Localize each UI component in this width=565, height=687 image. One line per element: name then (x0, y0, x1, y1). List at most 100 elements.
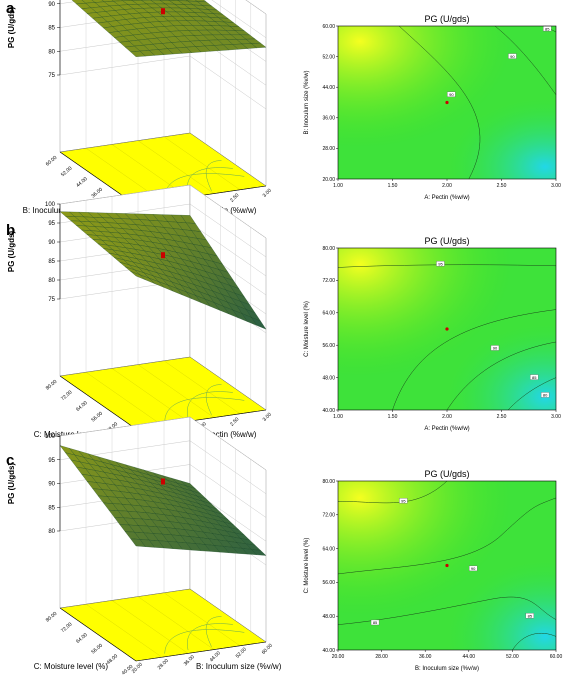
x-axis-title: A: Pectin (%w/w) (424, 426, 469, 432)
x-tick-label: 36.00 (419, 654, 432, 660)
floor-gridline (85, 372, 163, 426)
x-tick-label: 3.00 (551, 183, 561, 189)
contour-label-box (399, 498, 408, 504)
x-tick-label: 1.50 (388, 183, 398, 189)
y-tick-label: 64.00 (322, 311, 335, 317)
contour-title: PG (U/gds) (424, 469, 469, 479)
floor-gridline (111, 368, 189, 422)
contour-label-box (370, 619, 380, 626)
surface-patch (130, 50, 146, 57)
panel-letter-b: b (6, 222, 16, 239)
x-tick-label: 1.50 (388, 414, 398, 420)
y-tick-label: 40.00 (322, 408, 335, 414)
design-point-marker (445, 100, 449, 105)
z-tick-label: 90 (48, 2, 55, 8)
floor-contour (205, 616, 222, 647)
y-axis-title: C: Moisture level (%) (304, 538, 310, 594)
floor-gridline (137, 140, 215, 194)
contour-line (337, 497, 557, 575)
contour-label: 85 (528, 613, 533, 618)
contour-label: 90 (471, 566, 476, 571)
z-tick-label: 80 (48, 278, 55, 284)
x-tick-label: 3.00 (262, 188, 273, 199)
x-tick-label: 36.00 (183, 654, 196, 667)
contour-line (392, 309, 557, 411)
design-point-marker (161, 478, 165, 485)
y-tick-label: 36.00 (90, 187, 104, 200)
z-axis-title: PG (U/gds) (7, 463, 16, 505)
floor-gridline (163, 592, 241, 646)
wall-gridline (59, 55, 267, 110)
x-tick-label: 2.00 (442, 183, 452, 189)
y-tick-label: 80.00 (45, 611, 59, 624)
y-axis-line (59, 607, 137, 662)
contour-line (337, 264, 557, 268)
contour-title: PG (U/gds) (424, 14, 469, 24)
y-tick-label: 44.00 (322, 85, 335, 91)
y-tick-label: 56.00 (90, 411, 104, 424)
design-point-marker (161, 252, 165, 259)
contour-plot-a: 90 90 85 PG (U/gds) 1.00 1.50 2.00 2.50 3.00 A: P… (304, 14, 561, 201)
x-tick-label: 52.00 (235, 646, 248, 659)
x-axis-title: A: Pectin (%w/w) (424, 195, 469, 201)
contour-label: 85 (532, 375, 537, 380)
z-tick-label: 75 (48, 73, 55, 79)
contour-label-box (540, 392, 550, 398)
panel-letter-c: c (6, 452, 15, 469)
y-tick-label: 64.00 (322, 546, 335, 552)
y-tick-label: 72.00 (60, 389, 74, 402)
surface-plot-a: 7580859095PG (U/gds)1.001.502.002.503.00… (7, 0, 273, 221)
z-tick-label: 85 (48, 505, 55, 511)
contour-label-box (508, 53, 517, 59)
x-tick-label: 2.50 (497, 183, 507, 189)
x-tick-label: 2.00 (442, 414, 452, 420)
contour-plot-c: 95 90 85 85 PG (U/gds) 20.00 28.00 36.00 44.00 52… (304, 469, 562, 672)
contour-label: 90 (449, 92, 454, 97)
panel-letter-a: a (6, 0, 15, 17)
contour-plot-b: 95 90 85 80 PG (U/gds) 1.00 1.50 2.00 2.50 3.00 A:… (304, 236, 561, 432)
contour-label: 90 (510, 54, 515, 59)
z-axis-title: PG (U/gds) (7, 7, 16, 49)
x-tick-label: 28.00 (157, 658, 170, 671)
floor-contour (205, 160, 222, 191)
x-tick-label: 60.00 (550, 654, 563, 660)
x-tick-label: 1.00 (333, 183, 343, 189)
z-tick-label: 95 (48, 221, 55, 227)
contour-line (507, 377, 557, 411)
x-tick-label: 2.50 (229, 416, 240, 427)
contour-line (337, 596, 557, 625)
contour-label: 90 (493, 346, 498, 351)
y-tick-label: 40.00 (322, 648, 335, 654)
contour-label: 85 (373, 620, 378, 625)
floor-gridline (85, 604, 163, 658)
x-tick-label: 52.00 (506, 654, 519, 660)
z-tick-label: 80 (48, 49, 55, 55)
y-tick-label: 48.00 (322, 375, 335, 381)
contour-label: 95 (401, 498, 406, 503)
floor-gridline (111, 600, 189, 654)
design-point-marker (161, 8, 165, 15)
z-tick-label: 100 (45, 434, 56, 440)
x-axis-title: A: Pectin (%w/w) (196, 430, 257, 439)
z-tick-label: 90 (48, 240, 55, 246)
floor-contour (205, 384, 222, 415)
x-axis-title: B: Inoculum size (%v/w) (196, 662, 282, 671)
y-tick-label: 56.00 (322, 580, 335, 586)
y-tick-label: 72.00 (60, 621, 74, 634)
x-tick-label: 20.00 (332, 654, 345, 660)
x-tick-label: 28.00 (375, 654, 388, 660)
x-tick-label: 60.00 (261, 643, 274, 656)
wall-gridline (59, 440, 267, 494)
z-tick-label: 75 (48, 297, 55, 303)
y-tick-label: 64.00 (75, 400, 89, 413)
y-tick-label: 80.00 (45, 379, 59, 392)
y-tick-label: 36.00 (322, 116, 335, 122)
floor-gridline (163, 360, 241, 414)
y-tick-label: 52.00 (322, 54, 335, 60)
y-tick-label: 28.00 (322, 146, 335, 152)
contour-line (494, 25, 557, 95)
y-tick-label: 56.00 (322, 343, 335, 349)
contour-line (512, 633, 557, 651)
